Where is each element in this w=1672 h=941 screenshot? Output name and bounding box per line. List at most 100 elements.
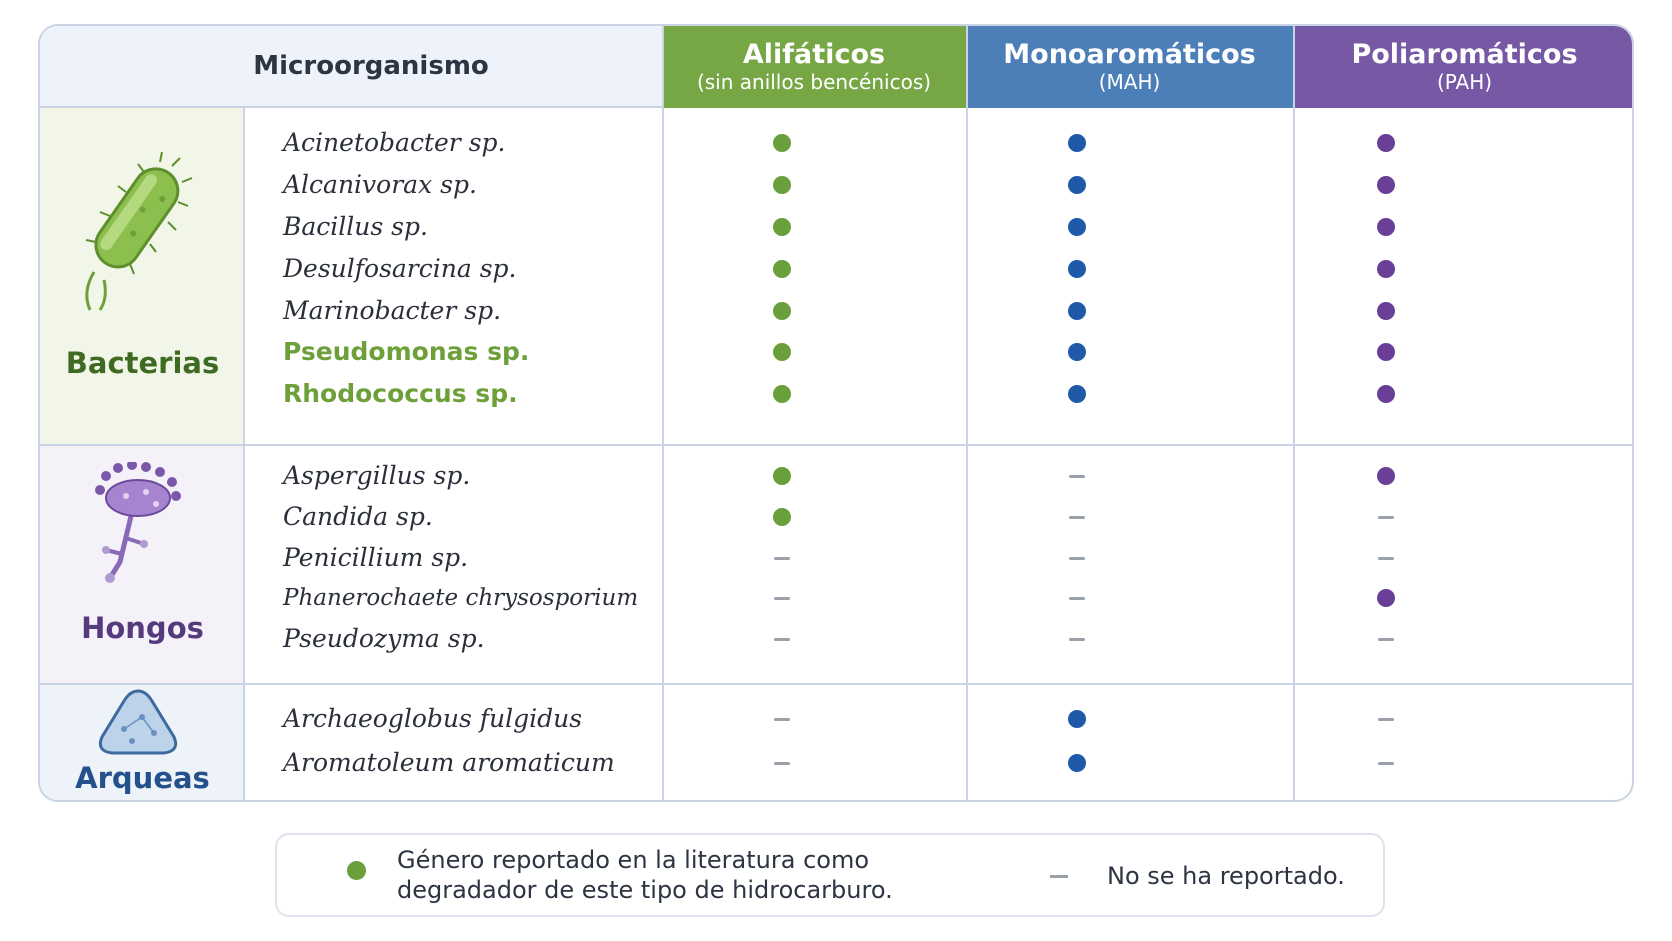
polyaromatic-not-reported-dash bbox=[1366, 741, 1406, 785]
reported-dot bbox=[1377, 467, 1395, 485]
monoaromatic-reported-dot bbox=[1057, 121, 1097, 165]
aliphatic-reported-dot bbox=[762, 205, 802, 249]
polyaromatic-reported-dot bbox=[1366, 247, 1406, 291]
reported-dot bbox=[1068, 385, 1086, 403]
header-aliphatic: Alifáticos (sin anillos bencénicos) bbox=[662, 26, 966, 108]
table-row: Penicillium sp. bbox=[245, 536, 1632, 580]
table-row: Aromatoleum aromaticum bbox=[245, 741, 1632, 785]
table-row: Marinobacter sp. bbox=[245, 289, 1632, 333]
organism-name: Marinobacter sp. bbox=[283, 296, 502, 325]
monoaromatic-not-reported-dash bbox=[1057, 617, 1097, 661]
not-reported-dash bbox=[1069, 556, 1085, 560]
polyaromatic-reported-dot bbox=[1366, 576, 1406, 620]
group-bacteria-cell: Bacterias bbox=[40, 108, 245, 444]
table-row: Pseudomonas sp. bbox=[245, 330, 1632, 374]
header-monoaromatic-subtitle: (MAH) bbox=[1098, 70, 1161, 94]
group-archaea-cell: Arqueas bbox=[40, 685, 245, 800]
header-microorganism: Microorganismo bbox=[40, 26, 662, 108]
reported-dot bbox=[1068, 218, 1086, 236]
not-reported-dash bbox=[1378, 761, 1394, 765]
not-reported-dash bbox=[1378, 717, 1394, 721]
table-row: Pseudozyma sp. bbox=[245, 617, 1632, 661]
reported-dot bbox=[1068, 302, 1086, 320]
aliphatic-reported-dot bbox=[762, 495, 802, 539]
not-reported-dash bbox=[1069, 474, 1085, 478]
reported-dot bbox=[1068, 176, 1086, 194]
polyaromatic-reported-dot bbox=[1366, 121, 1406, 165]
monoaromatic-reported-dot bbox=[1057, 289, 1097, 333]
monoaromatic-reported-dot bbox=[1057, 330, 1097, 374]
not-reported-dash bbox=[1069, 596, 1085, 600]
header-monoaromatic-title: Monoaromáticos bbox=[1003, 39, 1256, 70]
legend-reported-dot bbox=[347, 861, 366, 880]
organism-name: Phanerochaete chrysosporium bbox=[283, 585, 639, 611]
polyaromatic-reported-dot bbox=[1366, 205, 1406, 249]
reported-dot bbox=[1377, 134, 1395, 152]
not-reported-dash bbox=[774, 556, 790, 560]
organism-name: Candida sp. bbox=[283, 502, 433, 531]
reported-dot bbox=[1377, 260, 1395, 278]
table-row: Aspergillus sp. bbox=[245, 454, 1632, 498]
group-archaea: Arqueas Archaeoglobus fulgidus Aromatoleu… bbox=[40, 683, 1632, 800]
monoaromatic-reported-dot bbox=[1057, 372, 1097, 416]
aliphatic-reported-dot bbox=[762, 330, 802, 374]
monoaromatic-not-reported-dash bbox=[1057, 576, 1097, 620]
column-divider bbox=[1293, 26, 1295, 800]
aliphatic-not-reported-dash bbox=[762, 617, 802, 661]
organism-name: Aromatoleum aromaticum bbox=[283, 748, 615, 777]
aliphatic-reported-dot bbox=[762, 372, 802, 416]
reported-dot bbox=[1377, 218, 1395, 236]
polyaromatic-reported-dot bbox=[1366, 372, 1406, 416]
monoaromatic-reported-dot bbox=[1057, 741, 1097, 785]
table-row: Rhodococcus sp. bbox=[245, 372, 1632, 416]
header-polyaromatic: Poliaromáticos (PAH) bbox=[1293, 26, 1632, 108]
column-divider bbox=[966, 26, 968, 800]
header-microorganism-label: Microorganismo bbox=[253, 51, 489, 81]
reported-dot bbox=[1068, 754, 1086, 772]
reported-dot bbox=[773, 508, 791, 526]
group-fungi: Hongos Aspergillus sp. Candida sp. Penicil… bbox=[40, 444, 1632, 683]
table-row: Bacillus sp. bbox=[245, 205, 1632, 249]
legend-reported-text: Género reportado en la literatura como d… bbox=[397, 846, 893, 904]
organism-name: Pseudomonas sp. bbox=[283, 337, 530, 366]
reported-dot bbox=[773, 218, 791, 236]
organism-name: Acinetobacter sp. bbox=[283, 128, 506, 157]
organism-name: Penicillium sp. bbox=[283, 543, 469, 572]
monoaromatic-reported-dot bbox=[1057, 205, 1097, 249]
organism-name: Rhodococcus sp. bbox=[283, 379, 518, 408]
organism-name: Aspergillus sp. bbox=[283, 461, 471, 490]
header-polyaromatic-subtitle: (PAH) bbox=[1436, 70, 1493, 94]
header-polyaromatic-title: Poliaromáticos bbox=[1351, 39, 1578, 70]
monoaromatic-reported-dot bbox=[1057, 163, 1097, 207]
reported-dot bbox=[1377, 176, 1395, 194]
monoaromatic-reported-dot bbox=[1057, 697, 1097, 741]
archaea-icon bbox=[98, 689, 178, 755]
monoaromatic-not-reported-dash bbox=[1057, 536, 1097, 580]
reported-dot bbox=[1068, 134, 1086, 152]
aliphatic-reported-dot bbox=[762, 289, 802, 333]
polyaromatic-not-reported-dash bbox=[1366, 697, 1406, 741]
reported-dot bbox=[1377, 385, 1395, 403]
not-reported-dash bbox=[1378, 515, 1394, 519]
polyaromatic-reported-dot bbox=[1366, 454, 1406, 498]
reported-dot bbox=[773, 176, 791, 194]
table-row: Archaeoglobus fulgidus bbox=[245, 697, 1632, 741]
aliphatic-reported-dot bbox=[762, 247, 802, 291]
column-divider bbox=[662, 26, 664, 800]
aliphatic-reported-dot bbox=[762, 121, 802, 165]
monoaromatic-not-reported-dash bbox=[1057, 495, 1097, 539]
table-row: Desulfosarcina sp. bbox=[245, 247, 1632, 291]
hydrocarbon-degradation-table: Microorganismo Alifáticos (sin anillos b… bbox=[38, 24, 1634, 802]
polyaromatic-reported-dot bbox=[1366, 330, 1406, 374]
organism-name: Desulfosarcina sp. bbox=[283, 254, 517, 283]
table-row: Candida sp. bbox=[245, 495, 1632, 539]
group-bacteria: Bacterias Acinetobacter sp. Alcanivorax s… bbox=[40, 108, 1632, 444]
bacterium-icon bbox=[85, 152, 193, 311]
aliphatic-not-reported-dash bbox=[762, 576, 802, 620]
polyaromatic-not-reported-dash bbox=[1366, 495, 1406, 539]
not-reported-dash bbox=[1378, 556, 1394, 560]
not-reported-dash bbox=[774, 717, 790, 721]
not-reported-dash bbox=[774, 637, 790, 641]
reported-dot bbox=[773, 302, 791, 320]
polyaromatic-not-reported-dash bbox=[1366, 536, 1406, 580]
